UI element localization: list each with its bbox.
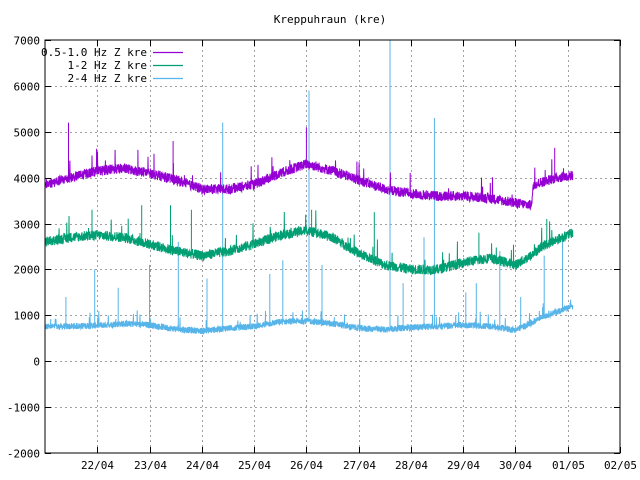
y-tick-label: 7000: [14, 35, 41, 48]
chart-title: Kreppuhraun (kre): [274, 13, 387, 26]
y-tick-label: 6000: [14, 81, 41, 94]
legend-label: 1-2 Hz Z kre: [68, 59, 147, 72]
y-tick-label: -1000: [7, 402, 40, 415]
x-tick-label: 28/04: [395, 459, 428, 472]
series-layer: [44, 40, 574, 335]
series-0: [44, 122, 574, 211]
grid: [45, 40, 620, 453]
axes: [44, 39, 621, 454]
y-tick-label: 1000: [14, 310, 41, 323]
x-tick-label: 01/05: [552, 459, 585, 472]
y-tick-label: 2000: [14, 264, 41, 277]
x-tick-label: 30/04: [499, 459, 532, 472]
series-1: [44, 205, 574, 276]
legend-label: 0.5-1.0 Hz Z kre: [41, 46, 147, 59]
y-tick-label: 5000: [14, 127, 41, 140]
y-tick-label: 3000: [14, 219, 41, 232]
series-line: [44, 148, 574, 211]
series-2: [44, 40, 574, 335]
x-tick-label: 22/04: [81, 459, 114, 472]
legend-label: 2-4 Hz Z kre: [68, 72, 147, 85]
x-tick-label: 26/04: [290, 459, 323, 472]
x-tick-label: 29/04: [447, 459, 480, 472]
x-axis-ticks: 22/04 23/04 24/04 25/04 26/04 27/04 28/04 29/04…: [81, 40, 637, 472]
y-tick-label: -2000: [7, 448, 40, 461]
y-axis-ticks: -2000 -1000 0 1000 2000 3000 4000 5000 6000 7000: [7, 35, 620, 461]
y-tick-label: 4000: [14, 173, 41, 186]
x-tick-label: 24/04: [186, 459, 219, 472]
series-line: [44, 210, 574, 276]
x-tick-label: 25/04: [238, 459, 271, 472]
x-tick-label: 02/05: [604, 459, 637, 472]
x-tick-label: 27/04: [343, 459, 376, 472]
x-tick-label: 23/04: [134, 459, 167, 472]
plot-frame: [44, 39, 621, 454]
y-tick-label: 0: [33, 356, 40, 369]
